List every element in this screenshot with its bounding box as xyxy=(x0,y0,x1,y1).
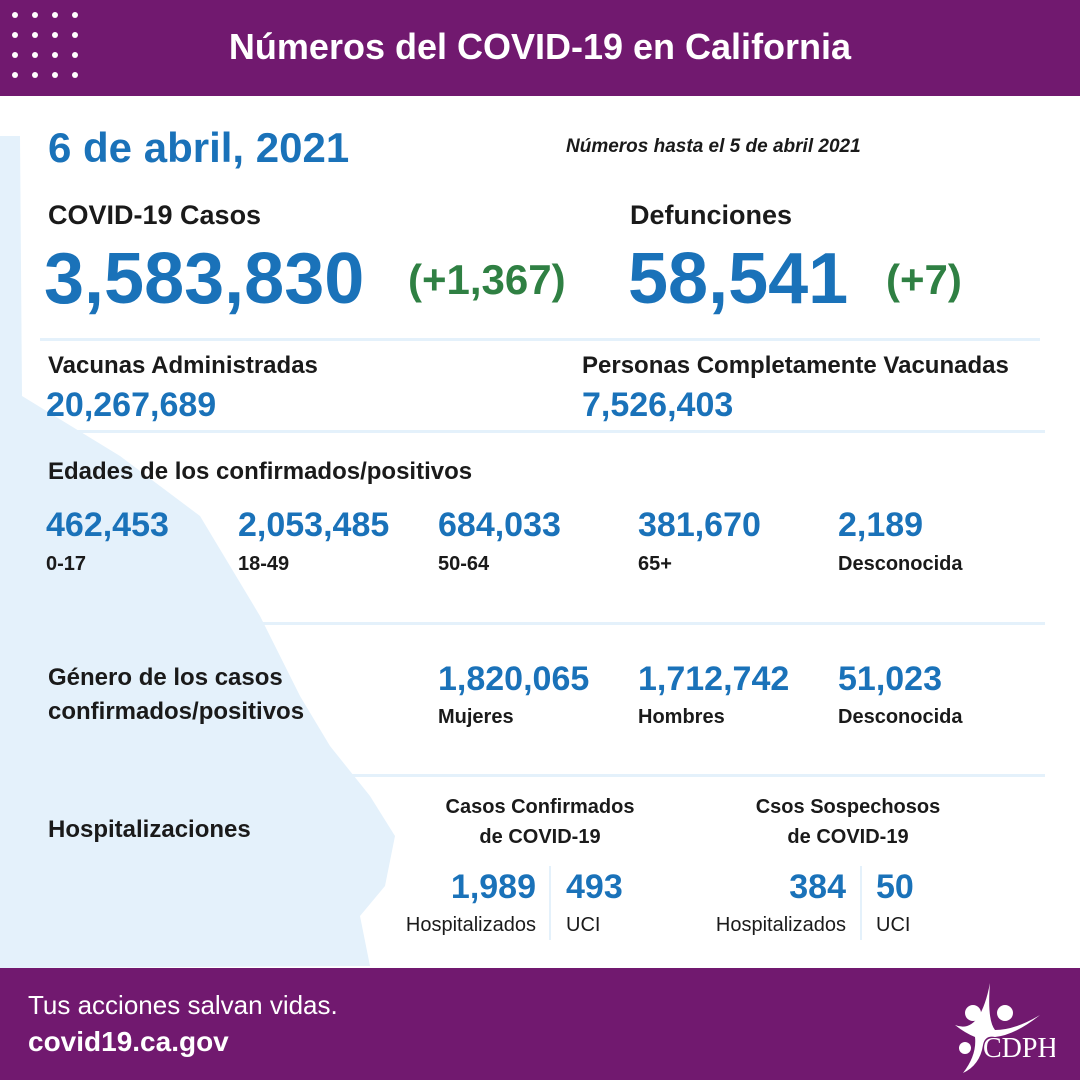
gender-label-line2: confirmados/positivos xyxy=(48,698,305,725)
vaccines-value: 20,267,689 xyxy=(46,386,217,424)
dot-decoration xyxy=(52,52,58,58)
dot-decoration xyxy=(72,12,78,18)
data-as-of: Números hasta el 5 de abril 2021 xyxy=(566,136,861,157)
suspected-subtitle: de COVID-19 xyxy=(787,826,909,848)
dot-decoration xyxy=(32,12,38,18)
confirmed-hosp-value: 1,989 xyxy=(450,868,536,906)
ages-label: Desconocida xyxy=(838,553,963,575)
ages-label: 50-64 xyxy=(438,553,490,575)
gender-label: Hombres xyxy=(638,706,725,728)
footer-tagline: Tus acciones salvan vidas. xyxy=(28,990,338,1020)
svg-text:CDPH: CDPH xyxy=(983,1033,1055,1064)
footer-url[interactable]: covid19.ca.gov xyxy=(28,1026,229,1057)
divider xyxy=(40,430,1045,433)
ages-label: Edades de los confirmados/positivos xyxy=(48,458,473,485)
suspected-title: Csos Sospechosos xyxy=(755,796,941,818)
divider xyxy=(40,774,1045,777)
confirmed-icu-label: UCI xyxy=(566,914,601,936)
deaths-value: 58,541 xyxy=(628,239,849,319)
dot-decoration xyxy=(12,52,18,58)
ages-value: 684,033 xyxy=(438,506,561,544)
ages-label: 18-49 xyxy=(238,553,290,575)
deaths-delta: (+7) xyxy=(886,256,962,303)
dot-decoration xyxy=(12,32,18,38)
confirmed-icu-value: 493 xyxy=(566,868,623,906)
gender-value: 1,712,742 xyxy=(638,660,790,698)
gender-label: Desconocida xyxy=(838,706,963,728)
cases-delta: (+1,367) xyxy=(408,256,566,303)
cases-label: COVID-19 Casos xyxy=(48,200,262,230)
suspected-icu-label: UCI xyxy=(876,914,911,936)
confirmed-hosp-label: Hospitalizados xyxy=(405,914,536,936)
gender-label-line1: Género de los casos xyxy=(48,664,283,691)
dot-decoration xyxy=(52,12,58,18)
report-date: 6 de abril, 2021 xyxy=(48,124,350,171)
fully-vaccinated-label: Personas Completamente Vacunadas xyxy=(582,352,1009,379)
ages-value: 381,670 xyxy=(638,506,761,544)
divider xyxy=(40,622,1045,625)
vaccines-label: Vacunas Administradas xyxy=(48,352,318,379)
suspected-hosp-label: Hospitalizados xyxy=(715,914,846,936)
dot-decoration xyxy=(32,52,38,58)
dot-decoration xyxy=(12,12,18,18)
dot-decoration xyxy=(32,72,38,78)
divider xyxy=(549,866,551,940)
dot-decoration xyxy=(72,52,78,58)
footer-bar xyxy=(0,968,1080,1080)
ages-label: 65+ xyxy=(638,553,672,575)
page-title: Números del COVID-19 en California xyxy=(228,26,852,67)
dot-decoration xyxy=(12,72,18,78)
fully-vaccinated-value: 7,526,403 xyxy=(582,386,734,424)
dot-decoration xyxy=(52,32,58,38)
suspected-icu-value: 50 xyxy=(876,868,914,906)
confirmed-title: Casos Confirmados xyxy=(445,796,635,818)
ages-value: 2,189 xyxy=(838,506,924,544)
gender-value: 1,820,065 xyxy=(438,660,590,698)
ages-value: 462,453 xyxy=(46,506,169,544)
dot-decoration xyxy=(72,72,78,78)
cases-value: 3,583,830 xyxy=(44,239,365,319)
deaths-label: Defunciones xyxy=(630,200,793,230)
ages-label: 0-17 xyxy=(46,553,87,575)
dot-decoration xyxy=(72,32,78,38)
gender-label: Mujeres xyxy=(438,706,514,728)
divider xyxy=(40,338,1040,341)
dot-decoration xyxy=(52,72,58,78)
header-bar xyxy=(0,0,1080,96)
hospitalizations-label: Hospitalizaciones xyxy=(48,816,251,843)
ages-value: 2,053,485 xyxy=(238,506,390,544)
suspected-hosp-value: 384 xyxy=(789,868,846,906)
divider xyxy=(860,866,862,940)
dot-decoration xyxy=(32,32,38,38)
confirmed-subtitle: de COVID-19 xyxy=(479,826,601,848)
cdph-logo: CDPH xyxy=(955,983,1055,1073)
gender-value: 51,023 xyxy=(838,660,942,698)
california-map-silhouette xyxy=(0,136,395,968)
